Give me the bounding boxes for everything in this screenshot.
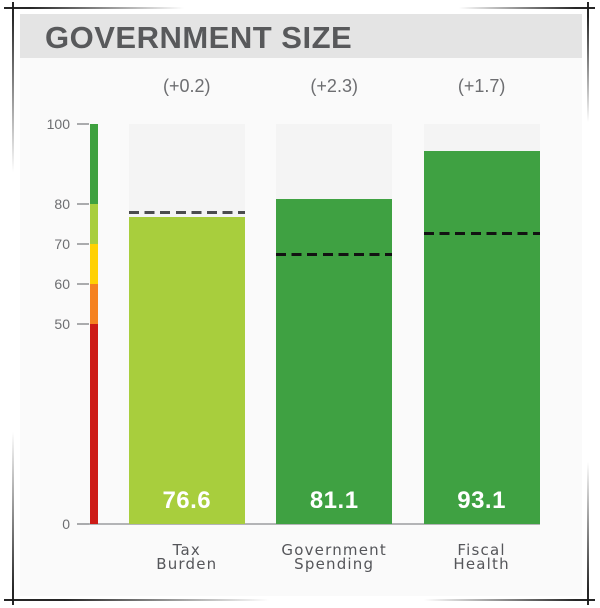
bar-value-label: 76.6: [162, 486, 212, 514]
bar-fill: [128, 217, 245, 524]
scale-segment: [90, 123, 98, 204]
bar-category-label: Government Spending: [259, 540, 409, 573]
chart-panel: GOVERNMENT SIZE 100 80 70 60 50 0 (+0.2) 76.6 Ta…: [20, 13, 582, 596]
y-axis-tick-label: 70: [54, 235, 70, 252]
y-axis-tick: [77, 202, 89, 205]
y-axis-tick-label: 0: [62, 515, 70, 532]
bar-group: 76.6: [128, 123, 245, 524]
y-axis-tick: [77, 282, 89, 285]
bar-category-label: Fiscal Health: [407, 540, 557, 573]
scale-segment: [90, 243, 98, 284]
change-annotation: (+2.3): [310, 75, 358, 96]
bar-group: 93.1: [423, 123, 540, 524]
y-axis-tick-label: 100: [46, 115, 70, 132]
sketch-frame-left: [11, 2, 14, 605]
y-axis-tick-label: 80: [54, 195, 70, 212]
scale-segment: [90, 323, 98, 524]
bar-category-label-line1: Fiscal: [457, 540, 506, 559]
y-axis-tick-label: 60: [54, 275, 70, 292]
scale-segment: [90, 203, 98, 244]
y-axis-tick: [77, 122, 89, 125]
bar-category-label-line1: Government: [281, 540, 387, 559]
bar-category-label-line2: Spending: [294, 554, 375, 573]
sketch-frame-right: [586, 2, 589, 605]
scale-segment: [90, 283, 98, 324]
bar-category-label: Tax Burden: [112, 540, 262, 573]
bar-category-label-line1: Tax: [172, 540, 201, 559]
chart-title: GOVERNMENT SIZE: [45, 19, 353, 55]
average-dashed-line: [423, 232, 540, 236]
y-axis-tick: [77, 322, 89, 325]
change-annotation: (+1.7): [457, 75, 506, 96]
bar-category-label-line2: Burden: [156, 554, 218, 573]
average-dashed-line: [128, 210, 245, 214]
y-axis-tick: [77, 242, 89, 245]
chart-header: GOVERNMENT SIZE: [20, 13, 582, 58]
bar-value-label: 81.1: [309, 486, 359, 514]
bar-value-label: 93.1: [457, 486, 506, 514]
bar-fill: [423, 151, 540, 524]
y-axis-tick-label: 50: [54, 315, 70, 332]
sketch-frame-bottom: [4, 598, 595, 601]
average-dashed-line: [276, 252, 393, 256]
change-annotation: (+0.2): [163, 75, 211, 96]
x-axis-line: [77, 523, 540, 525]
sketch-frame-top: [4, 6, 595, 9]
bar-category-label-line2: Health: [453, 554, 510, 573]
score-color-scale: [90, 123, 98, 524]
y-axis-tick: [77, 522, 89, 525]
bar-fill: [276, 199, 393, 524]
bar-group: 81.1: [276, 123, 393, 524]
